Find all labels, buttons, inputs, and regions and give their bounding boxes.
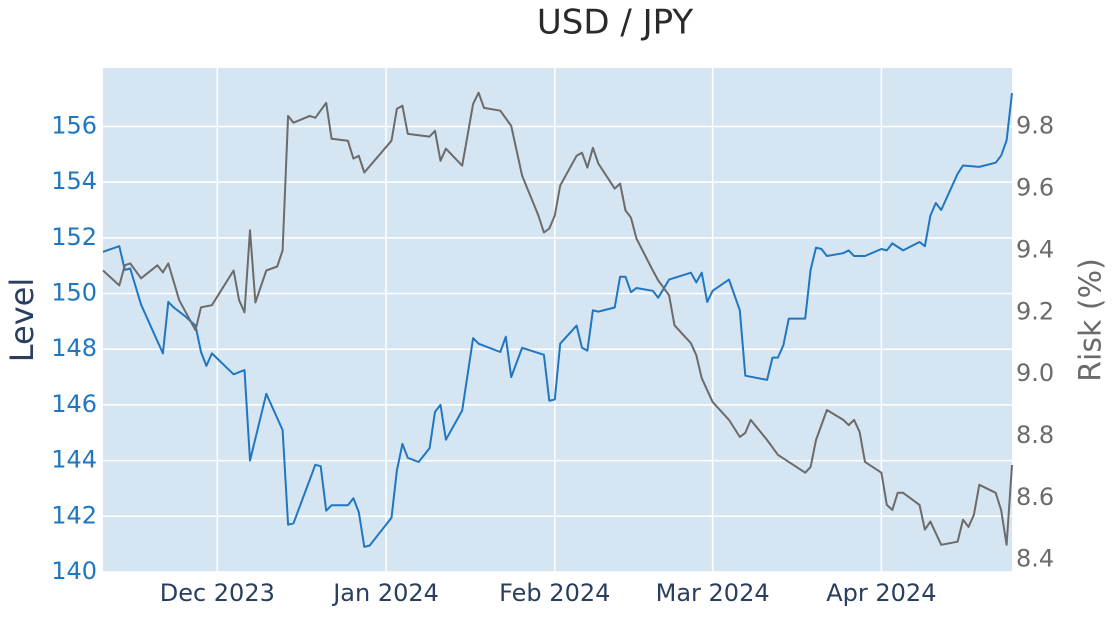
y2-tick-label: 9.4 [1016, 235, 1054, 263]
y2-tick-label: 9.2 [1016, 297, 1054, 325]
y2-axis-title: Risk (%) [1074, 258, 1109, 382]
y2-tick-label: 9.8 [1016, 112, 1054, 140]
y-tick-label: 142 [51, 501, 97, 529]
x-tick-label: Jan 2024 [331, 579, 439, 607]
x-tick-label: Apr 2024 [826, 579, 936, 607]
data-line [102, 91, 1013, 546]
y2-tick-label: 9.0 [1016, 359, 1054, 387]
y2-tick-label: 8.6 [1016, 483, 1054, 511]
y2-tick-label: 8.8 [1016, 421, 1054, 449]
y-tick-label: 146 [51, 390, 97, 418]
x-tick-label: Mar 2024 [656, 579, 770, 607]
data-line [102, 92, 1013, 548]
y-tick-label: 156 [51, 111, 97, 139]
y-tick-label: 144 [51, 446, 97, 474]
y-tick-label: 154 [51, 167, 97, 195]
y-tick-label: 150 [51, 279, 97, 307]
y-tick-label: 140 [51, 557, 97, 585]
y-axis-title: Level [3, 278, 41, 362]
x-tick-label: Feb 2024 [499, 579, 610, 607]
y-tick-label: 152 [51, 223, 97, 251]
chart-title: USD / JPY [537, 3, 694, 43]
x-tick-label: Dec 2023 [160, 579, 275, 607]
plot-area [103, 68, 1012, 572]
y-tick-label: 148 [51, 334, 97, 362]
y2-tick-label: 8.4 [1016, 545, 1054, 573]
y2-tick-label: 9.6 [1016, 174, 1054, 202]
